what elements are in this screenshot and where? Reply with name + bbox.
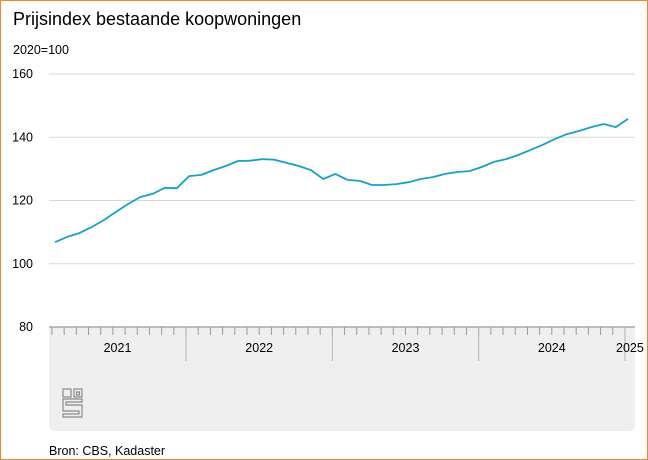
y-tick-label: 100	[12, 257, 33, 271]
axis-band	[49, 327, 635, 431]
y-tick-label: 160	[12, 67, 33, 81]
x-tick-label: 2023	[392, 341, 420, 355]
y-axis-unit: 2020=100	[13, 43, 69, 57]
chart-title: Prijsindex bestaande koopwoningen	[13, 9, 302, 29]
series-line	[54, 118, 629, 244]
x-tick-label: 2022	[245, 341, 273, 355]
source-note: Bron: CBS, Kadaster	[49, 444, 166, 458]
x-tick-label: 2021	[104, 341, 132, 355]
y-tick-label: 120	[12, 194, 33, 208]
cbs-logo	[62, 388, 83, 418]
x-tick-label: 2024	[538, 341, 566, 355]
x-tick-label: 2025	[616, 341, 644, 355]
y-tick-label: 140	[12, 130, 33, 144]
y-tick-label: 80	[19, 320, 33, 334]
